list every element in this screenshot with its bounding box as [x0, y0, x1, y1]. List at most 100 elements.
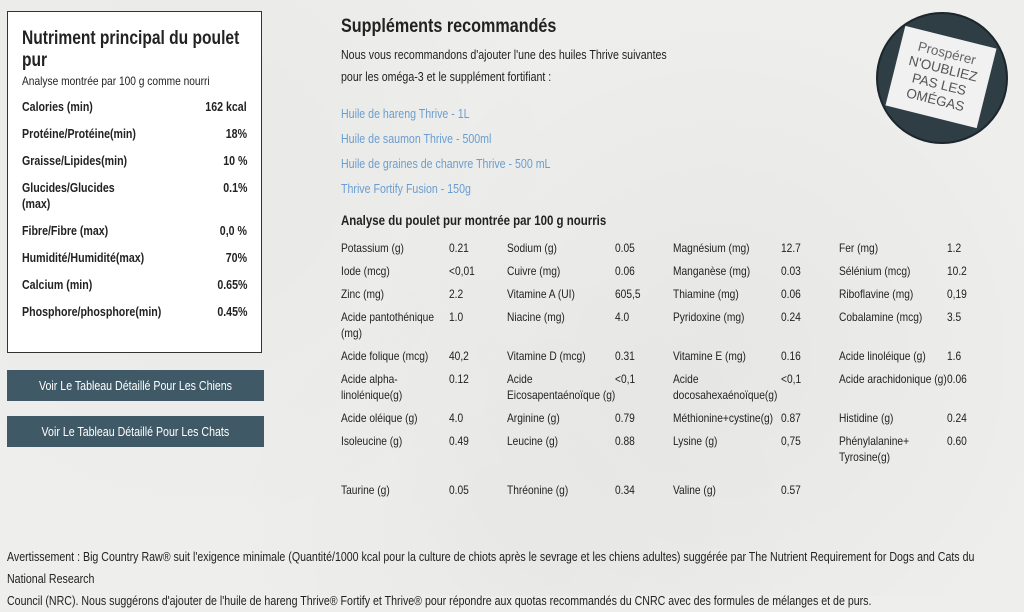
nutrient-label: Phosphore/phosphore(min)	[22, 305, 162, 319]
analysis-value: 0.06	[615, 264, 635, 278]
analysis-value: 0.57	[781, 483, 801, 497]
analysis-label: Potassium (g)	[341, 241, 404, 255]
analysis-label: Valine (g)	[673, 483, 716, 497]
analysis-label: Vitamine A (UI)	[507, 287, 575, 301]
analysis-value: 0.60	[947, 434, 967, 448]
supplements-intro: Nous vous recommandons d'ajouter l'une d…	[341, 44, 863, 88]
analysis-value: 1.0	[449, 310, 464, 324]
analysis-value: 0.34	[615, 483, 635, 497]
analysis-value: 0.06	[947, 372, 967, 386]
nutrient-row: Humidité/Humidité(max) 70%	[22, 250, 247, 266]
nutrient-value: 10 %	[222, 154, 247, 168]
analysis-value: 0.49	[449, 434, 469, 448]
nutrient-label: Calories (min)	[22, 100, 93, 114]
analysis-label: Cobalamine (mcg)	[839, 310, 923, 324]
nutrient-row: Calories (min) 162 kcal	[22, 99, 247, 115]
nutrient-box-title: Nutriment principal du poulet pur	[22, 28, 240, 71]
nutrient-value: 0,0 %	[219, 224, 247, 238]
nutrient-value: 0.65%	[216, 278, 247, 292]
analysis-value: 0.05	[615, 241, 635, 255]
analysis-value: 0.79	[615, 411, 635, 425]
analysis-value: 0.24	[781, 310, 801, 324]
analysis-label: Thiamine (mg)	[673, 287, 739, 301]
analysis-label: Isoleucine (g)	[341, 434, 403, 448]
analysis-value: 4.0	[615, 310, 630, 324]
analysis-label: Acide Eicosapentaénoïque (g)	[507, 372, 616, 402]
disclaimer-footnote: Avertissement : Big Country Raw® suit l'…	[7, 546, 1006, 612]
analysis-value: 2.2	[449, 287, 464, 301]
analysis-label: Histidine (g)	[839, 411, 894, 425]
analysis-value: 0.05	[449, 483, 469, 497]
analysis-value: 0.06	[781, 287, 801, 301]
nutrient-value: 162 kcal	[205, 100, 247, 114]
nutrient-value: 0.45%	[216, 305, 247, 319]
analysis-label: Phénylalanine+ Tyrosine(g)	[839, 434, 910, 464]
analysis-value: 3.5	[947, 310, 962, 324]
analysis-label: Acide docosahexaénoïque(g)	[673, 372, 778, 402]
analysis-value: 0.31	[615, 349, 635, 363]
footnote-line: Avertissement : Big Country Raw® suit l'…	[7, 550, 975, 586]
analysis-value: <0,1	[781, 372, 802, 386]
analysis-value: 1.6	[947, 349, 962, 363]
nutrient-label: Graisse/Lipides(min)	[22, 154, 128, 168]
analysis-value: 0.16	[781, 349, 801, 363]
analysis-value: 0.87	[781, 411, 801, 425]
analysis-label: Magnésium (mg)	[673, 241, 750, 255]
analysis-value: 40,2	[449, 349, 469, 363]
nutrient-value: 70%	[225, 251, 247, 265]
analysis-label: Taurine (g)	[341, 483, 390, 497]
nutrient-row: Fibre/Fibre (max) 0,0 %	[22, 223, 247, 239]
analysis-value: 10.2	[947, 264, 967, 278]
view-cats-table-label: Voir Le Tableau Détaillé Pour Les Chats	[41, 424, 230, 439]
analysis-label: Arginine (g)	[507, 411, 560, 425]
analysis-label: Acide alpha-linolénique(g)	[341, 372, 403, 402]
nutrient-row: Protéine/Protéine(min) 18%	[22, 126, 247, 142]
analysis-title: Analyse du poulet pur montrée par 100 g …	[341, 213, 607, 228]
nutrient-box-subtitle: Analyse montrée par 100 g comme nourri	[22, 74, 210, 88]
supplement-links: Huile de hareng Thrive - 1L Huile de sau…	[341, 102, 861, 202]
nutrient-rows: Calories (min) 162 kcal Protéine/Protéine(…	[22, 99, 247, 320]
link-hemp-seed-oil[interactable]: Huile de graines de chanvre Thrive - 500…	[341, 157, 551, 171]
analysis-label: Sélénium (mcg)	[839, 264, 911, 278]
link-fortify-fusion[interactable]: Thrive Fortify Fusion - 150g	[341, 182, 471, 196]
analysis-label: Acide pantothénique (mg)	[341, 310, 435, 340]
analysis-value: 0,75	[781, 434, 801, 448]
analysis-label: Leucine (g)	[507, 434, 559, 448]
analysis-value: 0.12	[449, 372, 469, 386]
analysis-label: Riboflavine (mg)	[839, 287, 914, 301]
nutrient-row: Glucides/Glucides (max) 0.1%	[22, 180, 247, 212]
analysis-label: Lysine (g)	[673, 434, 718, 448]
view-dogs-table-label: Voir Le Tableau Détaillé Pour Les Chiens	[39, 378, 232, 393]
link-salmon-oil[interactable]: Huile de saumon Thrive - 500ml	[341, 132, 492, 146]
nutrient-row: Calcium (min) 0.65%	[22, 277, 247, 293]
nutrient-row: Graisse/Lipides(min) 10 %	[22, 153, 247, 169]
analysis-label: Cuivre (mg)	[507, 264, 561, 278]
supplements-intro-line: Nous vous recommandons d'ajouter l'une d…	[341, 48, 667, 62]
nutrient-label: Humidité/Humidité(max)	[22, 251, 145, 265]
analysis-value: 0,19	[947, 287, 967, 301]
analysis-label: Thréonine (g)	[507, 483, 569, 497]
analysis-label: Iode (mcg)	[341, 264, 390, 278]
supplements-title: Suppléments recommandés	[341, 16, 557, 37]
nutrient-summary-box: Nutriment principal du poulet pur Analys…	[7, 11, 262, 353]
analysis-label: Manganèse (mg)	[673, 264, 751, 278]
view-dogs-table-button[interactable]: Voir Le Tableau Détaillé Pour Les Chiens	[7, 370, 264, 401]
footnote-line: Council (NRC). Nous suggérons d'ajouter …	[7, 594, 872, 608]
link-herring-oil[interactable]: Huile de hareng Thrive - 1L	[341, 107, 470, 121]
analysis-label: Vitamine E (mg)	[673, 349, 746, 363]
nutrient-value: 0.1%	[222, 181, 247, 195]
view-cats-table-button[interactable]: Voir Le Tableau Détaillé Pour Les Chats	[7, 416, 264, 447]
analysis-label: Zinc (mg)	[341, 287, 385, 301]
analysis-label: Sodium (g)	[507, 241, 557, 255]
nutrient-label: Fibre/Fibre (max)	[22, 224, 109, 238]
nutrient-label: Calcium (min)	[22, 278, 93, 292]
analysis-table: Potassium (g) 0.21 Sodium (g) 0.05 Magnésium…	[341, 240, 1021, 505]
analysis-value: 12.7	[781, 241, 801, 255]
analysis-label: Méthionine+cystine(g)	[673, 411, 774, 425]
analysis-value	[947, 472, 1007, 505]
nutrient-value: 18%	[225, 127, 247, 141]
analysis-value: 0.03	[781, 264, 801, 278]
analysis-value: 605,5	[615, 287, 641, 301]
analysis-label: Acide oléique (g)	[341, 411, 418, 425]
analysis-label: Pyridoxine (mg)	[673, 310, 745, 324]
